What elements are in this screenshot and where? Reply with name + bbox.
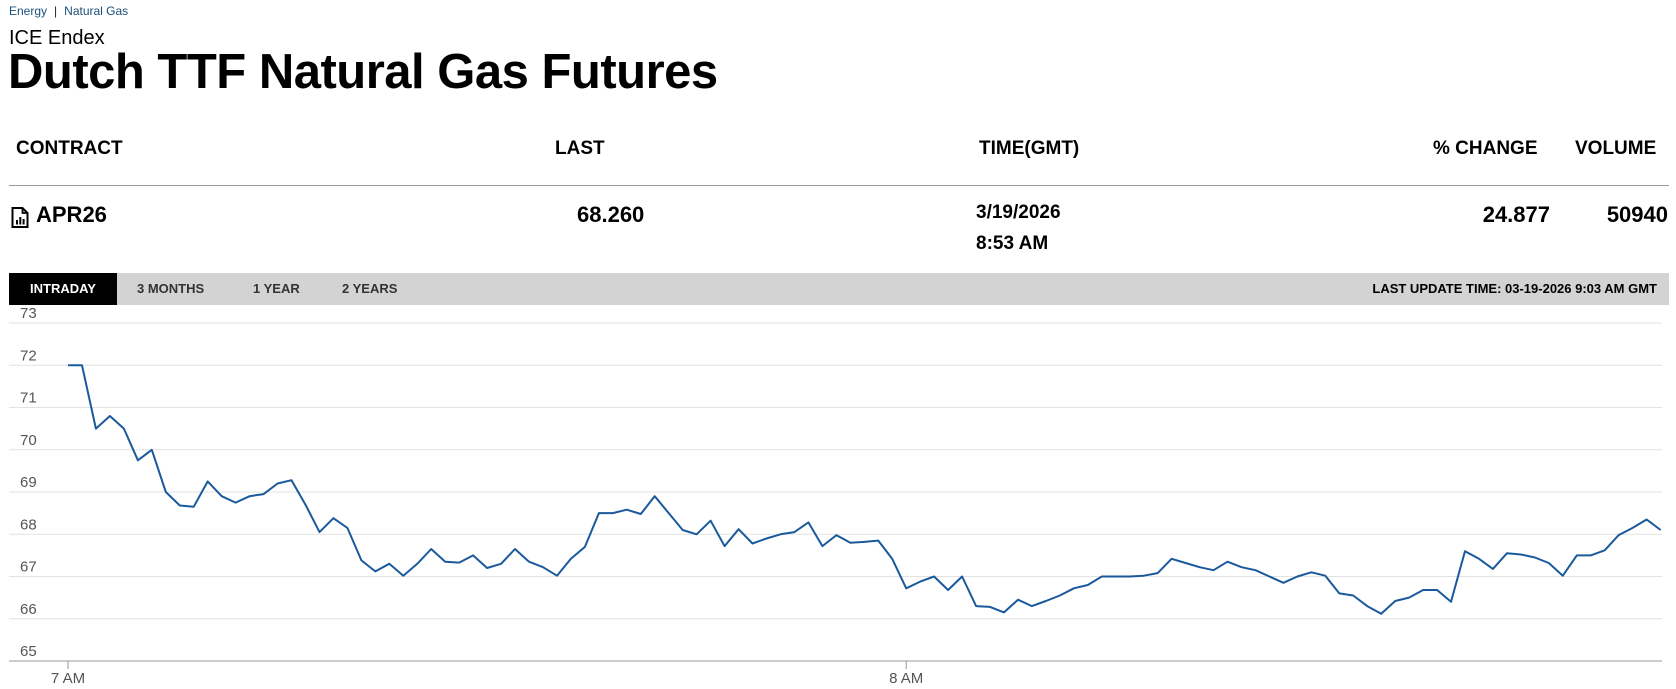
header-pct-change: % CHANGE (1433, 138, 1538, 159)
y-tick-label: 73 (20, 305, 37, 322)
last-price: 68.260 (577, 202, 645, 227)
x-tick-label: 8 AM (889, 670, 923, 687)
header-time: TIME(GMT) (979, 138, 1080, 159)
page-title: Dutch TTF Natural Gas Futures (8, 45, 718, 99)
x-tick-label: 7 AM (51, 670, 85, 687)
price-series-line (68, 364, 1662, 615)
tab-2-years[interactable]: 2 YEARS (342, 281, 398, 296)
table-divider (9, 185, 1669, 186)
tab-3-months[interactable]: 3 MONTHS (137, 281, 205, 296)
range-tab-bar: INTRADAY 3 MONTHS 1 YEAR 2 YEARS LAST UP… (9, 273, 1669, 305)
header-contract: CONTRACT (16, 138, 123, 159)
contract-code[interactable]: APR26 (36, 202, 107, 227)
breadcrumb: Energy | Natural Gas (9, 4, 128, 18)
volume-value: 50940 (1606, 202, 1668, 227)
tab-1-year[interactable]: 1 YEAR (253, 281, 300, 296)
exchange-name: ICE Endex (9, 27, 105, 49)
header-volume: VOLUME (1575, 138, 1657, 159)
trade-date: 3/19/2026 (976, 202, 1061, 223)
breadcrumb-energy[interactable]: Energy (9, 4, 48, 18)
y-tick-label: 70 (20, 432, 37, 449)
y-tick-label: 67 (20, 559, 37, 576)
trade-time: 8:53 AM (976, 233, 1049, 254)
document-chart-icon[interactable] (11, 207, 29, 228)
intraday-line-chart: 65 66 67 68 69 70 71 72 73 7 AM 8 AM (9, 305, 1662, 687)
y-tick-label: 72 (20, 347, 37, 364)
breadcrumb-natural-gas[interactable]: Natural Gas (64, 4, 129, 18)
tab-intraday[interactable]: INTRADAY (9, 273, 117, 305)
y-tick-label: 65 (20, 643, 37, 660)
y-tick-label: 68 (20, 516, 37, 533)
header-last: LAST (555, 138, 605, 159)
y-tick-label: 71 (20, 390, 37, 407)
pct-change-value: 24.877 (1482, 202, 1550, 227)
last-update-time: LAST UPDATE TIME: 03-19-2026 9:03 AM GMT (1372, 281, 1657, 296)
y-tick-label: 69 (20, 474, 37, 491)
breadcrumb-separator: | (54, 4, 58, 18)
y-tick-label: 66 (20, 601, 37, 618)
